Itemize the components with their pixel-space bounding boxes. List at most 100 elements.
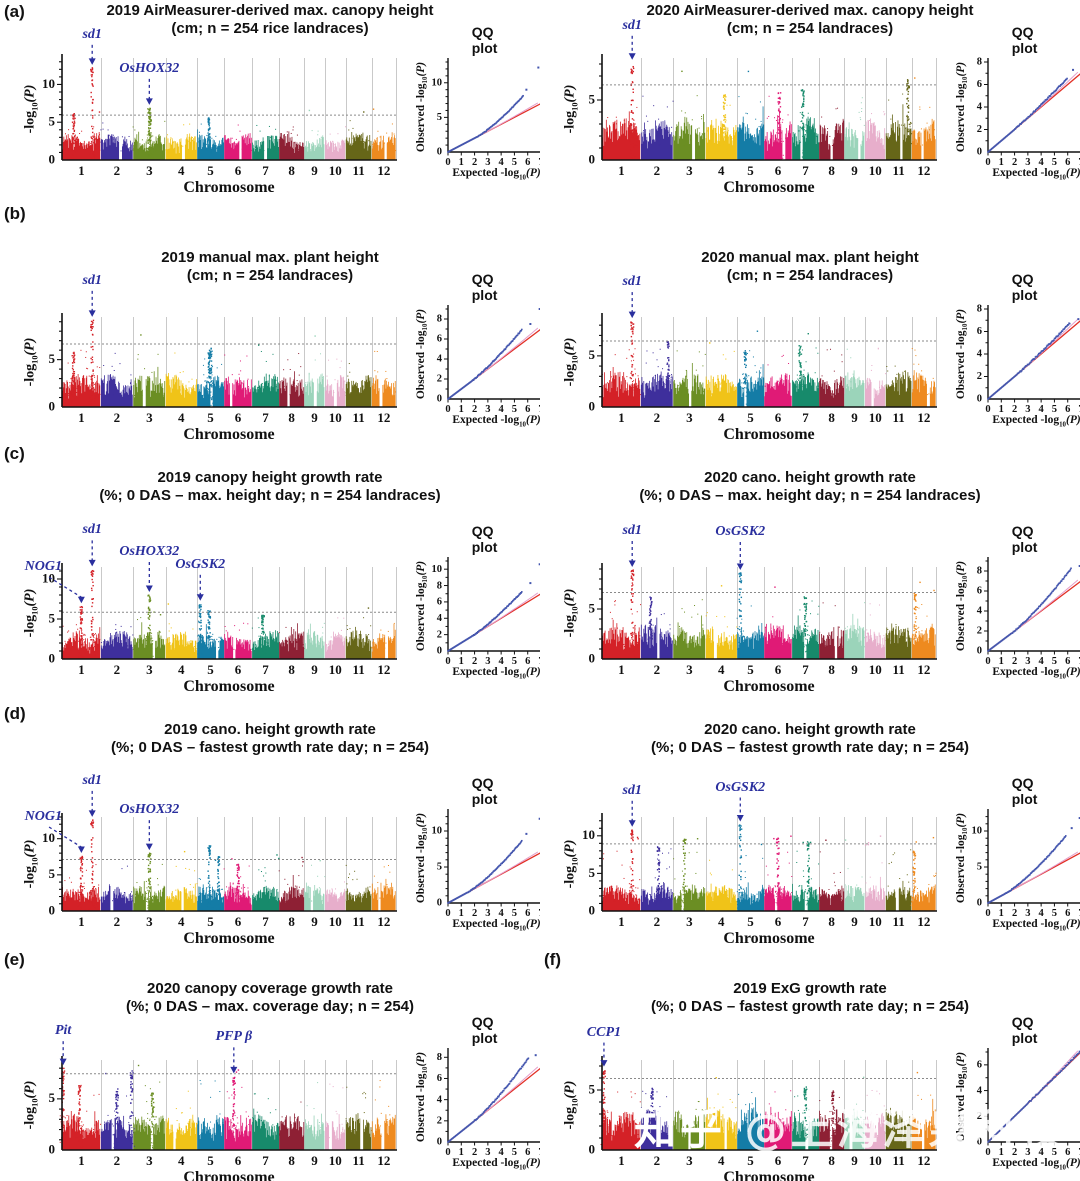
y-label-arg: (P) (562, 337, 578, 356)
qq-x-label-arg: (P) (525, 414, 541, 426)
qq-x-label-sub: 10 (1059, 421, 1066, 429)
watermark-brand: 知乎 (634, 1105, 727, 1154)
qq-x-label-pre: Expected -log (992, 1157, 1060, 1169)
qq-y-label-pre: Observed -log (414, 834, 427, 904)
gene-annotation-label: sd1 (622, 274, 642, 290)
gene-annotation-label: NOG1 (24, 559, 63, 575)
qq-y-label-arg: (P) (954, 61, 967, 77)
y-label-sub: 10 (30, 102, 40, 111)
y-label-sub: 10 (30, 606, 40, 615)
y-label-arg: (P) (22, 84, 38, 103)
qq-y-label-sub: 10 (962, 575, 970, 583)
qq-x-label-sub: 10 (519, 421, 526, 429)
qq-y-label-pre: Observed -log (414, 582, 427, 652)
manhattan-y-axis-label: -log10(P) (23, 85, 40, 134)
gwas-panel: 2019 AirMeasurer-derived max. canopy hei… (0, 0, 541, 205)
y-label-pre: -log (562, 1106, 578, 1130)
y-label-arg: (P) (22, 337, 38, 356)
qq-plot-title: QQ plot (1011, 523, 1038, 555)
y-label-arg: (P) (22, 588, 38, 607)
qq-x-label-sub: 10 (519, 925, 526, 933)
manhattan-y-axis-label: -log10(P) (563, 85, 580, 134)
gene-annotation-label: sd1 (622, 17, 642, 33)
qq-y-label-arg: (P) (954, 560, 967, 576)
gene-annotation-label: OsGSK2 (175, 556, 226, 572)
qq-x-label-arg: (P) (1065, 167, 1080, 179)
gene-annotation-label: Pit (54, 1023, 72, 1039)
manhattan-y-axis-label: -log10(P) (563, 338, 580, 387)
qq-y-axis-label: Observed -log10(P) (955, 309, 969, 399)
qq-x-label-pre: Expected -log (992, 414, 1060, 426)
y-label-pre: -log (562, 363, 578, 387)
manhattan-y-axis-label: -log10(P) (563, 589, 580, 638)
manhattan-x-axis-label: Chromosome (723, 678, 815, 695)
qq-y-label-arg: (P) (414, 560, 427, 576)
gwas-panel: 2019 canopy height growth rate (%; 0 DAS… (0, 445, 541, 705)
qq-y-label-sub: 10 (422, 1066, 430, 1074)
qq-x-axis-label: Expected -log10(P) (452, 1157, 540, 1171)
qq-x-label-sub: 10 (1059, 174, 1066, 182)
qq-x-label-pre: Expected -log (452, 666, 520, 678)
y-label-arg: (P) (22, 839, 38, 858)
qq-x-label-pre: Expected -log (452, 167, 520, 179)
qq-x-label-sub: 10 (519, 174, 526, 182)
qq-x-label-sub: 10 (1059, 925, 1066, 933)
y-label-pre: -log (562, 614, 578, 638)
manhattan-x-axis-label: Chromosome (183, 678, 275, 695)
qq-y-label-arg: (P) (414, 1051, 427, 1067)
y-label-pre: -log (562, 865, 578, 889)
qq-y-label-arg: (P) (414, 61, 427, 77)
qq-x-axis-label: Expected -log10(P) (452, 414, 540, 428)
y-label-sub: 10 (570, 102, 580, 111)
qq-x-label-pre: Expected -log (992, 167, 1060, 179)
manhattan-x-axis-label: Chromosome (183, 179, 275, 196)
gwas-panel: 2019 ExG growth rate (%; 0 DAS – fastest… (540, 950, 1080, 1181)
manhattan-qq-canvas (540, 705, 1080, 950)
qq-x-label-sub: 10 (519, 1164, 526, 1172)
gwas-panel: 2020 cano. height growth rate (%; 0 DAS … (540, 445, 1080, 705)
manhattan-y-axis-label: -log10(P) (23, 338, 40, 387)
gene-annotation-label: OsGSK2 (715, 779, 766, 795)
manhattan-qq-canvas (540, 205, 1080, 445)
qq-x-label-arg: (P) (1065, 1157, 1080, 1169)
manhattan-x-axis-label: Chromosome (183, 930, 275, 947)
qq-y-axis-label: Observed -log10(P) (415, 813, 429, 903)
qq-plot-title: QQ plot (1011, 271, 1038, 303)
qq-y-label-pre: Observed -log (954, 83, 967, 153)
qq-plot-title: QQ plot (1011, 24, 1038, 56)
manhattan-y-axis-label: -log10(P) (23, 589, 40, 638)
qq-x-label-arg: (P) (525, 918, 541, 930)
gene-annotation-label: OsGSK2 (715, 524, 766, 539)
gene-annotation-label: sd1 (622, 782, 642, 798)
gene-annotation-label: sd1 (82, 272, 102, 288)
gene-annotation-label: sd1 (82, 772, 102, 788)
manhattan-qq-canvas (540, 445, 1080, 705)
qq-x-label-arg: (P) (1065, 918, 1080, 930)
manhattan-y-axis-label: -log10(P) (563, 1081, 580, 1130)
qq-x-axis-label: Expected -log10(P) (992, 918, 1080, 932)
gene-annotation-label: NOG1 (24, 809, 63, 825)
qq-x-axis-label: Expected -log10(P) (992, 414, 1080, 428)
y-label-arg: (P) (562, 84, 578, 103)
watermark: 知乎 @上海泽泉科技 (634, 1096, 1067, 1157)
qq-y-axis-label: Observed -log10(P) (955, 813, 969, 903)
qq-plot-title: QQ plot (471, 775, 498, 807)
manhattan-x-axis-label: Chromosome (183, 426, 275, 443)
manhattan-qq-canvas (540, 950, 1080, 1181)
qq-x-axis-label: Expected -log10(P) (992, 1157, 1080, 1171)
qq-x-axis-label: Expected -log10(P) (452, 918, 540, 932)
qq-x-label-sub: 10 (1059, 673, 1066, 681)
qq-y-axis-label: Observed -log10(P) (415, 561, 429, 651)
manhattan-x-axis-label: Chromosome (723, 426, 815, 443)
qq-y-label-arg: (P) (414, 812, 427, 828)
y-label-arg: (P) (562, 588, 578, 607)
qq-y-axis-label: Observed -log10(P) (415, 309, 429, 399)
y-label-sub: 10 (570, 355, 580, 364)
y-label-pre: -log (22, 865, 38, 889)
qq-y-axis-label: Observed -log10(P) (415, 1052, 429, 1142)
qq-y-label-sub: 10 (962, 827, 970, 835)
qq-plot-title: QQ plot (471, 523, 498, 555)
qq-x-axis-label: Expected -log10(P) (452, 666, 540, 680)
y-label-pre: -log (562, 110, 578, 134)
manhattan-y-axis-label: -log10(P) (23, 840, 40, 889)
